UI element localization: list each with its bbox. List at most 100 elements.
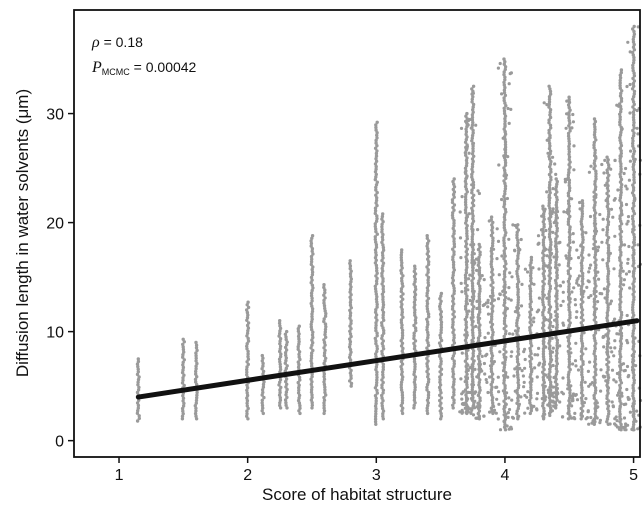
data-point (490, 228, 494, 232)
data-point (606, 222, 610, 227)
data-point (399, 344, 404, 348)
data-point (425, 346, 429, 350)
data-point (594, 307, 599, 311)
data-point (593, 281, 597, 286)
data-point (375, 388, 379, 393)
data-point (490, 291, 495, 295)
data-point (488, 294, 493, 298)
data-point (541, 300, 545, 304)
rho-value: = 0.18 (100, 34, 143, 50)
data-point (452, 244, 457, 249)
data-point (381, 284, 385, 289)
data-point (323, 348, 327, 353)
data-point (504, 329, 508, 333)
data-point (566, 134, 571, 138)
data-point (632, 279, 636, 284)
data-point (399, 258, 404, 262)
data-point (561, 299, 565, 303)
data-point (619, 368, 623, 372)
data-point (542, 415, 546, 419)
data-point (544, 345, 548, 349)
data-point (413, 295, 417, 299)
data-point (465, 330, 469, 335)
data-point (568, 248, 572, 252)
data-point (490, 380, 495, 384)
data-point (567, 105, 571, 110)
data-point (632, 102, 636, 107)
data-point (470, 162, 475, 166)
data-point (284, 358, 288, 363)
data-point (491, 273, 495, 277)
data-point (541, 290, 545, 294)
data-point (450, 281, 455, 285)
data-point (528, 292, 532, 296)
data-point (470, 281, 475, 286)
data-point (491, 401, 495, 405)
data-point (592, 300, 597, 304)
data-point (541, 230, 545, 234)
data-point (496, 375, 500, 379)
data-point (381, 238, 385, 242)
data-point (554, 294, 558, 298)
data-point (322, 401, 326, 405)
data-point (529, 318, 533, 322)
data-point (375, 295, 379, 299)
data-point (477, 380, 481, 385)
data-point (503, 163, 508, 167)
data-point (470, 209, 475, 213)
data-point (285, 340, 289, 344)
data-point (593, 378, 597, 382)
data-point (594, 263, 598, 267)
data-point (528, 328, 532, 332)
data-point (567, 147, 571, 151)
data-point (517, 402, 522, 406)
data-point (631, 61, 636, 65)
data-point (541, 404, 545, 408)
data-point (463, 304, 468, 309)
data-point (181, 404, 186, 408)
data-point (603, 158, 607, 162)
data-point (503, 314, 508, 318)
data-point (547, 146, 552, 151)
data-point (194, 346, 199, 350)
data-point (310, 395, 314, 400)
data-point (277, 321, 282, 325)
data-point (529, 300, 533, 304)
data-point (261, 411, 265, 416)
data-point (477, 326, 481, 330)
data-point (606, 385, 610, 389)
data-point (426, 403, 430, 408)
data-point (502, 62, 506, 66)
data-point (373, 287, 378, 291)
data-point (323, 296, 327, 300)
data-point (246, 362, 250, 367)
data-point (439, 325, 444, 330)
data-point (503, 316, 507, 320)
data-point (245, 373, 249, 377)
data-point (375, 318, 379, 322)
data-point (566, 208, 570, 212)
data-point (619, 167, 623, 171)
data-point (632, 428, 636, 432)
data-point (490, 372, 495, 376)
data-point (568, 396, 572, 400)
data-point (438, 393, 442, 397)
data-point (425, 325, 429, 329)
data-point (477, 292, 481, 296)
data-point (631, 256, 635, 260)
data-point (426, 249, 430, 254)
data-point (515, 285, 520, 289)
data-point (450, 200, 455, 205)
data-point (488, 410, 492, 414)
data-point (548, 180, 552, 185)
data-point (246, 357, 251, 361)
data-point (555, 351, 559, 355)
data-point (426, 288, 430, 293)
data-point (452, 190, 457, 194)
data-point (490, 270, 494, 274)
data-point (542, 282, 546, 286)
data-point (619, 250, 623, 255)
data-point (381, 253, 385, 258)
data-point (475, 299, 479, 303)
data-point (554, 187, 558, 192)
